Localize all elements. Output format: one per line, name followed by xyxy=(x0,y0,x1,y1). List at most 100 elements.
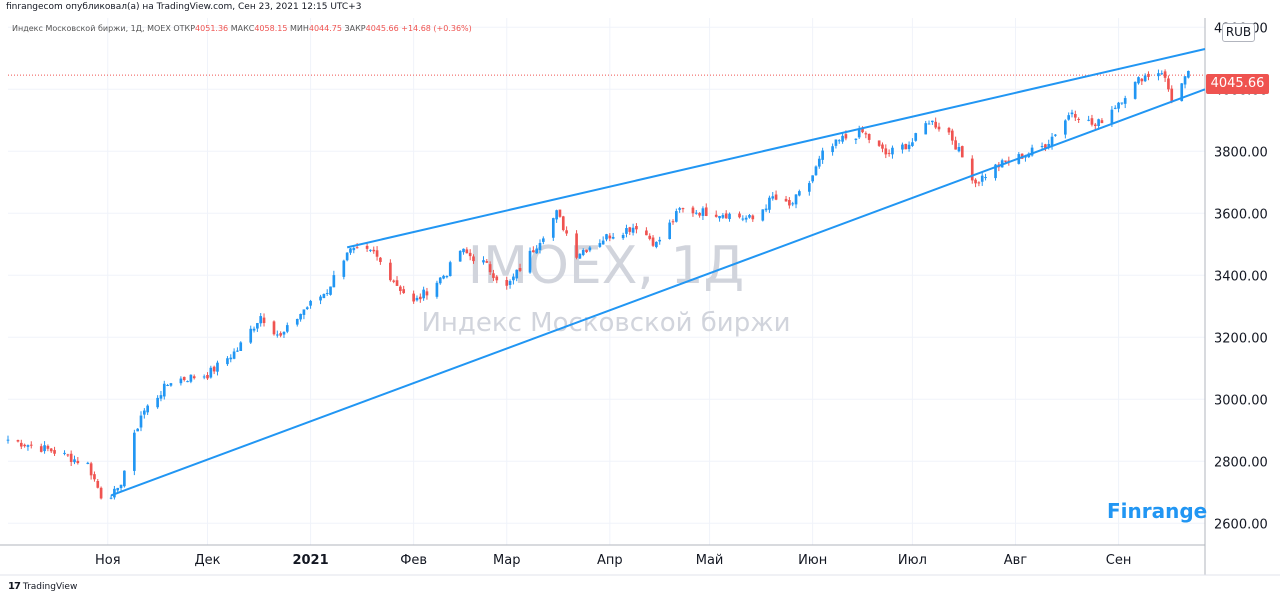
candle-body xyxy=(438,277,442,284)
candle-body xyxy=(724,213,728,219)
candle-body xyxy=(279,333,282,336)
x-tick-label: 2021 xyxy=(292,553,328,568)
candle-body xyxy=(505,280,509,286)
candle-body xyxy=(817,158,821,167)
symbol-legend: Индекс Московской биржи, 1Д, MOEX ОТКР 40… xyxy=(12,24,472,33)
candle-body xyxy=(774,194,778,200)
candle-body xyxy=(891,147,894,155)
candle-body xyxy=(598,243,602,247)
candle-body xyxy=(325,292,329,294)
currency-badge[interactable]: RUB xyxy=(1222,23,1255,42)
candle-body xyxy=(655,241,658,248)
candle-body xyxy=(49,448,53,452)
candle-body xyxy=(881,144,884,149)
candle-body xyxy=(608,235,612,239)
high-value: 4058.15 xyxy=(254,24,288,33)
candle-body xyxy=(1143,75,1147,82)
candle-body xyxy=(53,450,56,454)
candle-body xyxy=(249,328,253,343)
candle-body xyxy=(974,179,977,184)
watermark-name: Индекс Московской биржи xyxy=(421,308,790,338)
candle-body xyxy=(295,318,299,325)
candle-body xyxy=(259,316,263,324)
candle-body xyxy=(89,463,93,476)
candle-body xyxy=(648,235,652,239)
candle-body xyxy=(788,200,791,206)
candle-body xyxy=(698,212,701,216)
candle-body xyxy=(182,376,186,381)
candle-body xyxy=(156,397,159,408)
last-price-badge: 4045.66 xyxy=(1206,74,1269,94)
candle-body xyxy=(884,148,888,155)
candle-body xyxy=(69,453,73,462)
candle-body xyxy=(1117,102,1120,109)
tradingview-footer[interactable]: 17 TradingView xyxy=(8,581,77,592)
candle-body xyxy=(1163,71,1167,78)
candle-body xyxy=(1137,77,1140,84)
candle-body xyxy=(551,218,555,238)
candle-body xyxy=(379,257,382,262)
candle-body xyxy=(1090,118,1094,125)
candle-body xyxy=(668,222,672,240)
candle-body xyxy=(465,249,469,254)
symbol-name: Индекс Московской биржи, 1Д, MOEX xyxy=(12,24,171,33)
candle-body xyxy=(1140,78,1144,82)
candle-body xyxy=(495,276,499,281)
candle-body xyxy=(1100,120,1104,124)
candle-body xyxy=(369,249,372,251)
candle-body xyxy=(116,487,120,491)
candle-body xyxy=(784,198,788,202)
candle-body xyxy=(216,362,219,372)
candle-body xyxy=(372,249,376,252)
x-tick-label: Авг xyxy=(1004,553,1028,568)
candle-body xyxy=(984,177,987,179)
candle-body xyxy=(73,459,76,463)
x-tick-label: Ноя xyxy=(95,553,121,568)
candle-body xyxy=(907,144,911,149)
candle-body xyxy=(179,378,183,384)
candle-body xyxy=(934,121,938,128)
candle-body xyxy=(578,253,582,259)
y-tick-label: 3000.00 xyxy=(1214,393,1268,408)
candle-body xyxy=(142,410,146,415)
candle-body xyxy=(262,317,266,324)
candle-body xyxy=(854,138,858,141)
candle-body xyxy=(764,208,768,211)
candle-body xyxy=(515,269,519,279)
candle-body xyxy=(442,275,445,279)
candle-body xyxy=(728,213,731,220)
candle-body xyxy=(1157,73,1160,77)
candle-body xyxy=(1120,102,1124,104)
candle-body xyxy=(751,215,755,220)
candle-body xyxy=(611,236,615,239)
candle-body xyxy=(821,150,824,160)
candle-body xyxy=(678,208,681,210)
candle-body xyxy=(1180,83,1184,102)
x-tick-label: Дек xyxy=(194,553,220,568)
low-label: МИН xyxy=(289,24,309,33)
y-tick-label: 2800.00 xyxy=(1214,455,1268,470)
candle-body xyxy=(831,146,834,153)
candle-body xyxy=(555,210,558,220)
candle-body xyxy=(252,328,256,331)
candle-body xyxy=(492,273,495,278)
candle-body xyxy=(605,234,608,240)
watermark-symbol: IMOEX, 1Д xyxy=(468,236,744,296)
candle-body xyxy=(887,152,891,154)
x-tick-label: Фев xyxy=(400,553,427,568)
candle-body xyxy=(561,216,565,231)
low-value: 4044.75 xyxy=(308,24,342,33)
candle-body xyxy=(738,213,741,218)
candle-body xyxy=(93,474,96,480)
candle-body xyxy=(621,234,625,239)
open-label: ОТКР xyxy=(173,24,196,33)
candle-body xyxy=(345,252,349,261)
candle-body xyxy=(994,164,997,179)
candle-body xyxy=(435,282,439,297)
candle-body xyxy=(1070,112,1074,115)
candle-body xyxy=(701,208,705,216)
candle-body xyxy=(43,445,46,452)
candle-body xyxy=(645,230,648,236)
